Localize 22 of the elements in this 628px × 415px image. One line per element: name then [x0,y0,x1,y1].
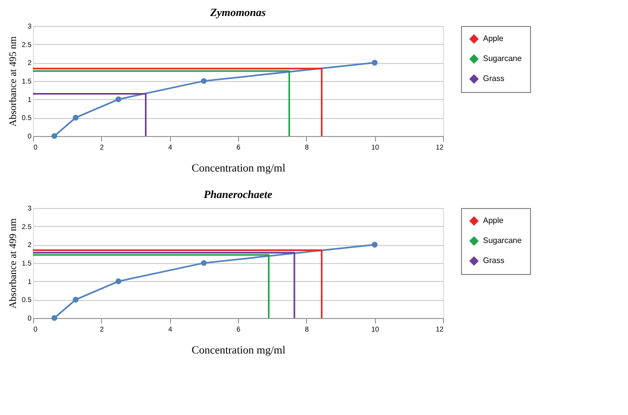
legend-label: Grass [483,74,504,83]
chart-title: Phanerochaete [204,189,272,201]
x-axis-title: Concentration mg/ml [192,344,286,356]
legend-label: Sugarcane [483,236,522,245]
point [51,315,58,321]
point [200,260,207,266]
y-axis-title: Absorbance at 495 nm [8,36,19,127]
point [372,242,378,248]
text: Apple [483,216,504,225]
legend-label: Sugarcane [483,54,522,63]
y-axis-title: Absorbance at 499 nm [8,218,19,309]
point [372,60,378,66]
legend-label: Apple [483,34,504,43]
point [72,296,79,303]
point [116,278,122,284]
chart-title: Zymomonas [209,7,266,19]
point [116,96,122,102]
point [200,78,207,84]
point [51,133,58,139]
legend-label: Grass [483,256,504,265]
point [72,114,79,121]
x-axis-title: Concentration mg/ml [192,162,286,174]
